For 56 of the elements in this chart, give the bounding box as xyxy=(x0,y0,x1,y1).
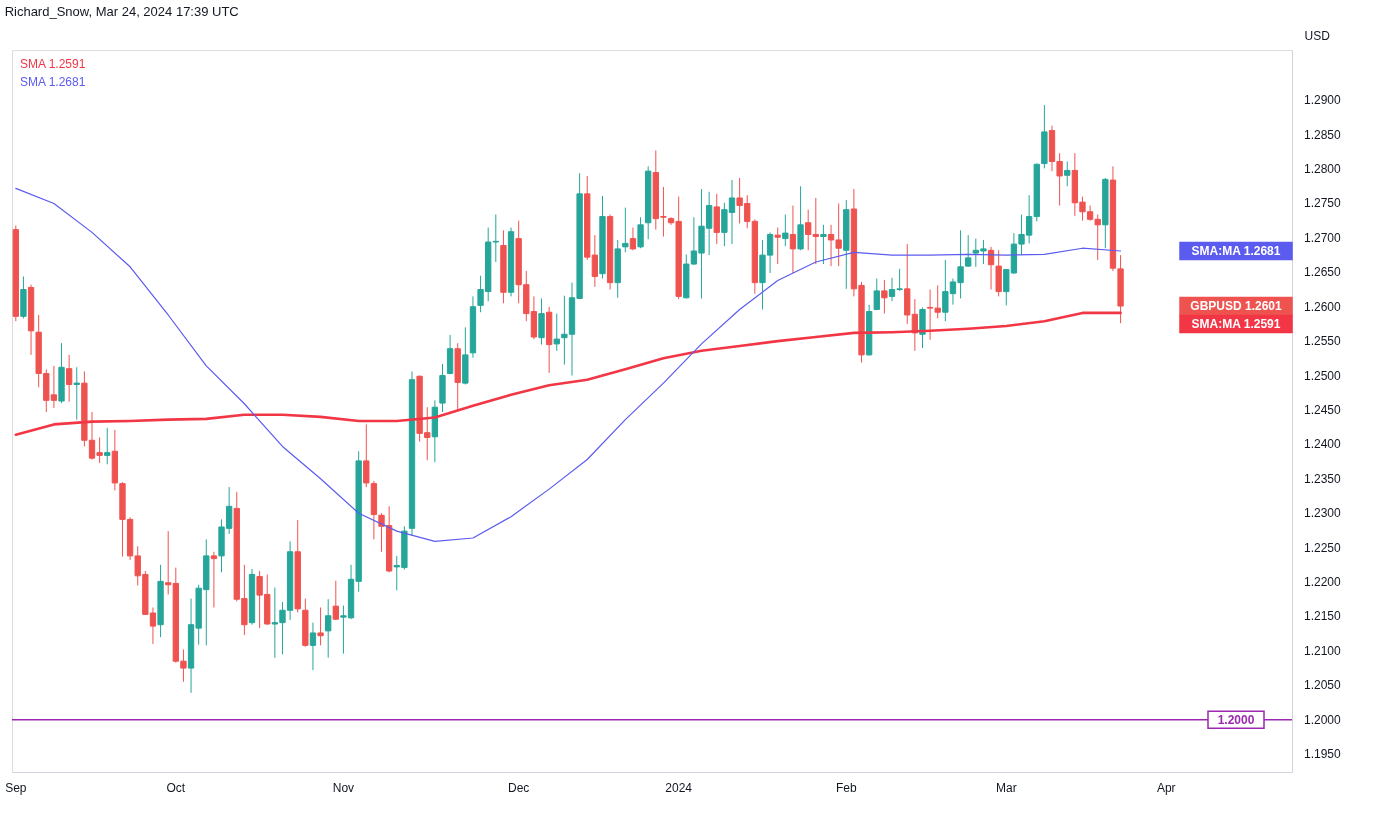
candlestick xyxy=(104,427,111,465)
candlestick xyxy=(73,366,80,421)
candlestick xyxy=(782,214,789,247)
x-tick-label: Mar xyxy=(995,780,1017,795)
chart-title: Richard_Snow, Mar 24, 2024 17:39 UTC xyxy=(4,4,239,19)
y-tick-label: 1.1950 xyxy=(1304,747,1342,762)
y-tick-label: 1.2000 xyxy=(1304,712,1342,727)
y-tick-label: 1.2700 xyxy=(1304,230,1342,245)
annotation: GBPUSD 1.2601 xyxy=(1190,299,1283,314)
candlestick xyxy=(332,580,339,621)
candlestick xyxy=(820,224,827,265)
candlestick xyxy=(622,207,629,253)
x-tick-label: Nov xyxy=(332,780,355,795)
candlestick xyxy=(774,227,781,265)
candlestick xyxy=(789,205,797,274)
y-tick-label: 1.2650 xyxy=(1304,265,1342,280)
candlestick xyxy=(1064,161,1071,187)
y-tick-label: 1.2400 xyxy=(1304,437,1342,452)
y-tick-label: 1.2100 xyxy=(1304,643,1342,658)
candlestick xyxy=(317,607,324,646)
ref-line-label: 1.2000 xyxy=(1217,712,1255,727)
y-tick-label: 1.2900 xyxy=(1304,93,1342,108)
y-tick-label: 1.2600 xyxy=(1304,299,1342,314)
line-series xyxy=(15,187,1122,543)
candlestick xyxy=(325,598,332,659)
y-tick-label: 1.2850 xyxy=(1304,127,1342,142)
y-tick-label: 1.2550 xyxy=(1304,334,1342,349)
x-tick-label: 2024 xyxy=(665,780,693,795)
candlestick xyxy=(65,354,73,403)
y-tick-label: 1.2350 xyxy=(1304,471,1342,486)
y-tick-label: 1.2200 xyxy=(1304,575,1342,590)
y-tick-label: 1.2250 xyxy=(1304,540,1342,555)
line-series xyxy=(14,311,1122,437)
x-tick-label: Feb xyxy=(835,780,857,795)
text: SMA 1.2591 xyxy=(20,57,86,71)
candlestick xyxy=(210,551,218,608)
y-tick-label: 1.2300 xyxy=(1304,506,1342,521)
x-tick-label: Oct xyxy=(166,780,186,795)
y-tick-label: 1.2450 xyxy=(1304,402,1342,417)
candlestick xyxy=(873,278,880,311)
y-tick-label: 1.2150 xyxy=(1304,609,1342,624)
y-axis-title: USD xyxy=(1304,28,1331,43)
annotation: SMA:MA 1.2591 xyxy=(1191,317,1281,332)
candlestick xyxy=(553,313,560,352)
y-tick-label: 1.2500 xyxy=(1304,368,1342,383)
text: SMA 1.2681 xyxy=(20,75,86,89)
annotation: SMA:MA 1.2681 xyxy=(1191,243,1281,258)
x-tick-label: Dec xyxy=(507,780,530,795)
x-tick-label: Sep xyxy=(5,780,27,795)
y-tick-label: 1.2750 xyxy=(1304,196,1342,211)
x-tick-label: Apr xyxy=(1156,780,1176,795)
candlestick xyxy=(881,279,888,315)
candlestick xyxy=(637,216,644,249)
y-tick-label: 1.2800 xyxy=(1304,162,1342,177)
candlestick xyxy=(309,622,317,671)
y-tick-label: 1.2050 xyxy=(1304,678,1342,693)
